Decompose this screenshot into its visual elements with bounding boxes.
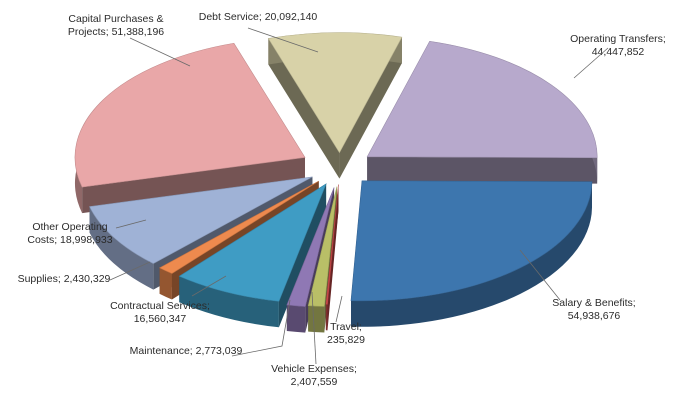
data-label-line: Supplies; 2,430,329 bbox=[18, 273, 111, 285]
data-label-line: 2,407,559 bbox=[291, 376, 338, 388]
data-label-vehicle-expenses: Vehicle Expenses; 2,407,559 bbox=[271, 363, 357, 388]
data-label-line: Debt Service; 20,092,140 bbox=[199, 11, 318, 23]
slice-side-supplies bbox=[159, 267, 172, 300]
slice-top-debt-service bbox=[267, 32, 403, 154]
data-label-line: 44,447,852 bbox=[592, 46, 645, 58]
data-label-line: Maintenance; 2,773,039 bbox=[130, 345, 243, 357]
slice-side-other-operating-costs bbox=[89, 206, 154, 290]
data-label-line: Contractual Services; bbox=[110, 300, 210, 312]
leader-line-other-operating-costs bbox=[115, 219, 147, 229]
data-label-operating-transfers: Operating Transfers; 44,447,852 bbox=[570, 33, 666, 58]
slice-contractual-services bbox=[178, 183, 327, 328]
slice-top-capital-purchases-and-projects bbox=[74, 42, 306, 188]
leader-line-debt-service bbox=[247, 27, 319, 53]
slice-top-vehicle-expenses bbox=[307, 186, 338, 307]
slice-capital-purchases-and-projects bbox=[74, 42, 306, 214]
slice-wall-contractual-services-start bbox=[278, 183, 327, 328]
data-label-other-operating-costs: Other Operating Costs; 18,998,933 bbox=[27, 221, 112, 246]
data-label-supplies: Supplies; 2,430,329 bbox=[18, 273, 111, 285]
data-label-maintenance: Maintenance; 2,773,039 bbox=[130, 345, 243, 357]
data-label-line: Costs; 18,998,933 bbox=[27, 234, 112, 246]
slice-side-maintenance bbox=[286, 304, 306, 333]
leader-line-travel bbox=[335, 295, 343, 323]
slice-operating-transfers bbox=[366, 40, 598, 184]
leader-line-capital-purchases-and-projects bbox=[129, 37, 191, 67]
slice-top-salary-and-benefits bbox=[350, 180, 593, 302]
leader-line-maintenance bbox=[231, 299, 291, 357]
slice-top-supplies bbox=[159, 180, 319, 274]
leader-line-vehicle-expenses bbox=[311, 291, 317, 365]
slice-top-maintenance bbox=[286, 187, 335, 307]
leader-line-salary-and-benefits bbox=[519, 249, 561, 301]
data-label-line: Other Operating bbox=[32, 221, 107, 233]
data-label-line: Vehicle Expenses; bbox=[271, 363, 357, 375]
leader-line-supplies bbox=[109, 261, 151, 281]
data-label-salary-and-benefits: Salary & Benefits; 54,938,676 bbox=[552, 297, 635, 322]
slice-side-vehicle-expenses bbox=[308, 305, 325, 333]
slice-side-salary-and-benefits bbox=[351, 181, 592, 327]
data-label-line: Capital Purchases & bbox=[68, 13, 163, 25]
slice-top-contractual-services bbox=[178, 183, 327, 302]
leader-line-contractual-services bbox=[191, 275, 227, 297]
slice-salary-and-benefits bbox=[350, 180, 593, 327]
slice-wall-debt-service-start bbox=[268, 38, 340, 179]
data-label-line: Operating Transfers; bbox=[570, 33, 666, 45]
data-label-line: Projects; 51,388,196 bbox=[68, 26, 164, 38]
slice-wall-operating-transfers-end bbox=[367, 156, 598, 184]
slice-travel bbox=[325, 184, 339, 331]
data-label-line: 235,829 bbox=[327, 334, 365, 346]
slice-debt-service bbox=[267, 32, 403, 179]
data-label-contractual-services: Contractual Services; 16,560,347 bbox=[110, 300, 210, 325]
slice-top-travel bbox=[325, 184, 339, 305]
data-label-line: 16,560,347 bbox=[134, 313, 187, 325]
data-label-travel: Travel; 235,829 bbox=[327, 321, 365, 346]
data-label-line: Salary & Benefits; bbox=[552, 297, 635, 309]
data-label-debt-service: Debt Service; 20,092,140 bbox=[199, 11, 318, 23]
slice-wall-debt-service-end bbox=[339, 37, 402, 179]
slice-top-operating-transfers bbox=[366, 40, 598, 158]
data-label-line: 54,938,676 bbox=[568, 310, 621, 322]
slice-top-other-operating-costs bbox=[89, 176, 313, 264]
slice-side-travel bbox=[325, 304, 328, 331]
data-label-capital-purchases-and-projects: Capital Purchases & Projects; 51,388,196 bbox=[68, 13, 164, 38]
leader-line-operating-transfers bbox=[573, 47, 609, 79]
slice-wall-capital-purchases-and-projects-start bbox=[82, 157, 305, 214]
data-label-line: Travel; bbox=[330, 321, 362, 333]
